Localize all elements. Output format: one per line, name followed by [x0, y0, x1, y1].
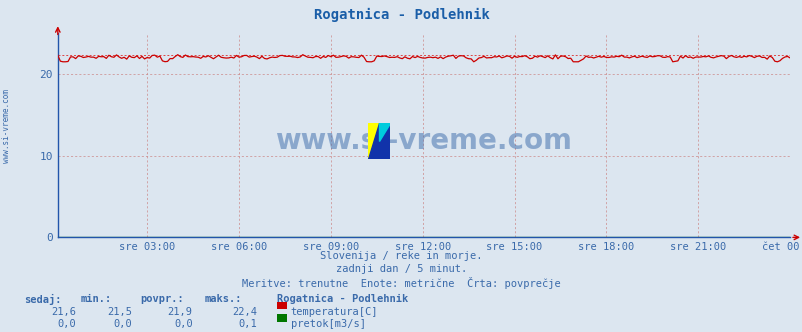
Text: 0,0: 0,0	[58, 319, 76, 329]
Text: zadnji dan / 5 minut.: zadnji dan / 5 minut.	[335, 264, 467, 274]
Text: 21,5: 21,5	[107, 307, 132, 317]
Text: 0,0: 0,0	[174, 319, 192, 329]
Text: maks.:: maks.:	[205, 294, 242, 304]
Text: www.si-vreme.com: www.si-vreme.com	[2, 89, 11, 163]
Text: temperatura[C]: temperatura[C]	[290, 307, 378, 317]
Text: Rogatnica - Podlehnik: Rogatnica - Podlehnik	[277, 294, 407, 304]
Text: povpr.:: povpr.:	[140, 294, 184, 304]
Text: 21,6: 21,6	[51, 307, 76, 317]
Text: min.:: min.:	[80, 294, 111, 304]
Polygon shape	[379, 123, 390, 141]
Text: 22,4: 22,4	[232, 307, 257, 317]
Text: Slovenija / reke in morje.: Slovenija / reke in morje.	[320, 251, 482, 261]
Text: www.si-vreme.com: www.si-vreme.com	[275, 127, 572, 155]
Polygon shape	[367, 123, 390, 159]
Text: Rogatnica - Podlehnik: Rogatnica - Podlehnik	[313, 8, 489, 23]
Text: 21,9: 21,9	[168, 307, 192, 317]
Text: 0,1: 0,1	[238, 319, 257, 329]
Text: Meritve: trenutne  Enote: metrične  Črta: povprečje: Meritve: trenutne Enote: metrične Črta: …	[242, 277, 560, 289]
Text: pretok[m3/s]: pretok[m3/s]	[290, 319, 365, 329]
Text: 0,0: 0,0	[114, 319, 132, 329]
Polygon shape	[367, 123, 379, 159]
Text: sedaj:: sedaj:	[24, 294, 62, 305]
